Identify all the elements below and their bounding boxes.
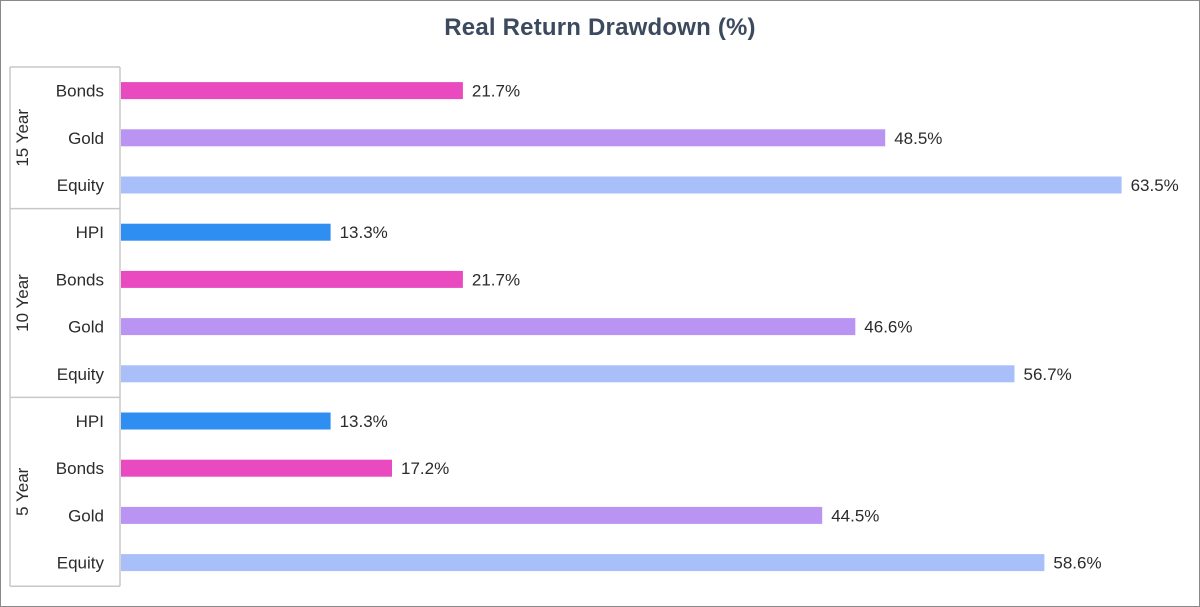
bar-10-year-gold bbox=[121, 318, 856, 336]
category-label: Gold bbox=[68, 129, 104, 148]
category-label: HPI bbox=[76, 223, 104, 242]
group-label: 5 Year bbox=[13, 467, 32, 516]
bar-5-year-bonds bbox=[121, 459, 392, 477]
bar-15-year-bonds bbox=[121, 82, 463, 100]
bar-15-year-equity bbox=[121, 176, 1122, 194]
bar-10-year-bonds bbox=[121, 270, 463, 288]
bar-5-year-equity bbox=[121, 554, 1045, 572]
data-label: 17.2% bbox=[401, 459, 449, 478]
category-label: Equity bbox=[57, 176, 105, 195]
bar-5-year-gold bbox=[121, 506, 823, 524]
bar-5-year-hpi bbox=[121, 412, 331, 430]
category-label: Gold bbox=[68, 318, 104, 337]
category-label: Bonds bbox=[56, 270, 104, 289]
bar-10-year-equity bbox=[121, 365, 1015, 383]
data-label: 13.3% bbox=[340, 223, 388, 242]
data-label: 46.6% bbox=[864, 318, 912, 337]
category-label: Gold bbox=[68, 506, 104, 525]
data-label: 21.7% bbox=[472, 82, 520, 101]
data-label: 13.3% bbox=[340, 412, 388, 431]
data-label: 48.5% bbox=[894, 129, 942, 148]
data-label: 44.5% bbox=[831, 506, 879, 525]
category-label: HPI bbox=[76, 412, 104, 431]
data-label: 21.7% bbox=[472, 270, 520, 289]
data-label: 63.5% bbox=[1131, 176, 1179, 195]
data-label: 58.6% bbox=[1053, 554, 1101, 573]
chart-title: Real Return Drawdown (%) bbox=[444, 14, 756, 41]
group-label: 15 Year bbox=[13, 109, 32, 167]
category-label: Bonds bbox=[56, 82, 104, 101]
data-label: 56.7% bbox=[1024, 365, 1072, 384]
bar-15-year-gold bbox=[121, 129, 886, 147]
group-label: 10 Year bbox=[13, 274, 32, 332]
category-label: Equity bbox=[57, 365, 105, 384]
bar-10-year-hpi bbox=[121, 223, 331, 241]
category-label: Equity bbox=[57, 554, 105, 573]
category-label: Bonds bbox=[56, 459, 104, 478]
